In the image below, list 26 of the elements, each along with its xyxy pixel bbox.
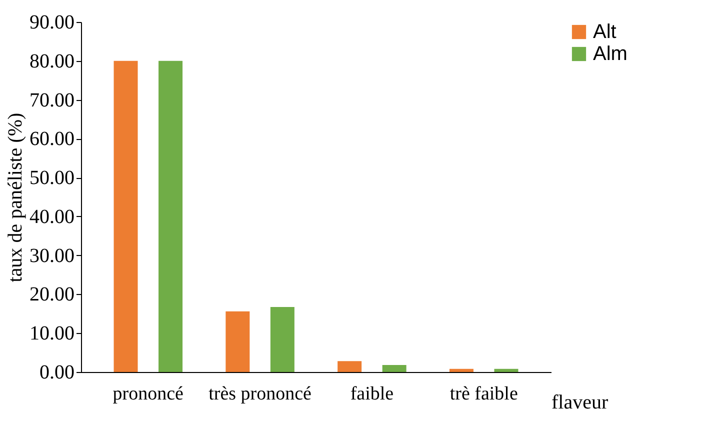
bar — [114, 60, 138, 372]
y-tick-label: 70.00 — [30, 89, 74, 112]
legend-label: Alm — [593, 43, 628, 65]
y-tick-label: 10.00 — [30, 322, 74, 345]
x-tick-label: trè faible — [450, 384, 518, 404]
legend-label: Alt — [593, 21, 617, 43]
y-tick-label: 0.00 — [40, 362, 74, 384]
y-tick-label: 30.00 — [30, 244, 74, 267]
bar — [449, 368, 474, 372]
y-tick-label: 20.00 — [30, 284, 74, 306]
bar — [382, 365, 406, 372]
y-tick-label: 80.00 — [30, 50, 74, 72]
y-tick-label: 40.00 — [30, 206, 74, 228]
y-axis-title: taux de panéliste (%) — [4, 112, 26, 282]
bar — [270, 307, 294, 372]
x-tick-label: très prononcé — [208, 384, 312, 404]
bar — [226, 311, 250, 372]
x-axis-title: flaveur — [552, 392, 608, 414]
y-tick-label: 90.00 — [30, 12, 74, 34]
x-tick-label: prononcé — [112, 384, 184, 404]
bar — [494, 368, 518, 372]
bar — [158, 60, 183, 372]
bar — [338, 361, 362, 372]
x-tick-label: faible — [350, 384, 394, 404]
y-tick-label: 60.00 — [30, 128, 74, 150]
y-tick-label: 50.00 — [30, 167, 74, 190]
